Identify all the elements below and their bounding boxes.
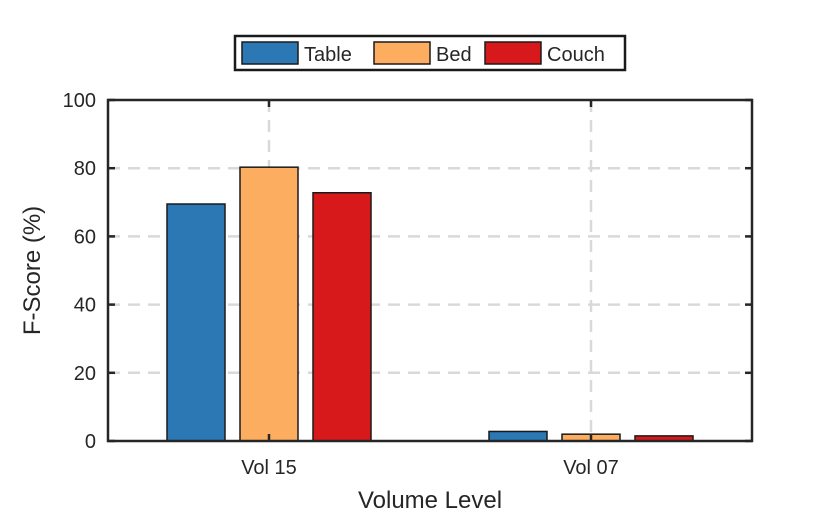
bar-bed-0 [239, 166, 299, 442]
y-tick-label: 40 [74, 295, 96, 317]
legend: Table Bed Couch [233, 34, 627, 72]
y-tick-label: 0 [85, 431, 96, 453]
y-tick-label: 20 [74, 363, 96, 385]
legend-swatch-couch [484, 41, 542, 65]
bar-table-1 [488, 430, 548, 442]
bars [166, 166, 694, 442]
x-tick-label: Vol 15 [241, 457, 297, 479]
y-tick-label: 80 [74, 158, 96, 180]
x-tick-label: Vol 07 [563, 457, 619, 479]
legend-label-couch: Couch [547, 44, 605, 66]
x-axis-title: Volume Level [358, 487, 502, 514]
bar-couch-0 [312, 192, 372, 442]
legend-swatch-table [241, 41, 299, 65]
bar-table-0 [166, 203, 226, 442]
legend-label-bed: Bed [436, 44, 472, 66]
legend-label-table: Table [304, 44, 352, 66]
y-tick-label: 60 [74, 226, 96, 248]
legend-swatch-bed [373, 41, 431, 65]
plot-area-frame [106, 98, 754, 443]
axis-ticks: 0 20 40 60 80 100 Vol 15 Vol 07 [63, 90, 752, 479]
y-axis-title: F-Score (%) [19, 206, 46, 335]
y-tick-label: 100 [63, 90, 96, 112]
